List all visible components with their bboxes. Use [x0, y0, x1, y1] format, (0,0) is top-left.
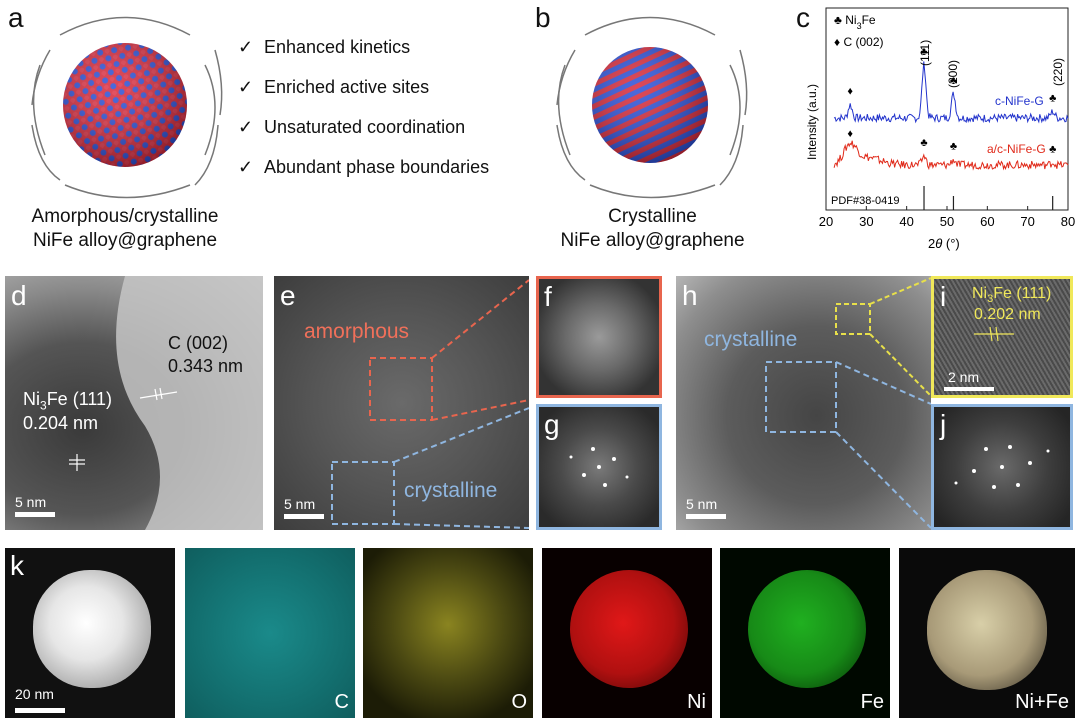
tem-image-d: d C (002) 0.343 nm Ni3Fe (111) 0.204 nm … — [5, 276, 263, 530]
x-tick-label: 80 — [1061, 214, 1075, 229]
panel-a-label: a — [8, 2, 24, 33]
peak-marker: ♣ — [950, 75, 957, 87]
peak-label-220: (220) — [1051, 58, 1065, 86]
reference-label: PDF#38-0419 — [831, 195, 900, 207]
feature-item: ✓ Abundant phase boundaries — [238, 157, 490, 177]
crystalline-label: crystalline — [704, 328, 798, 351]
fft-roi — [765, 361, 837, 433]
panel-i-label: i — [940, 281, 947, 312]
panel-a-caption: Amorphous/crystalline NiFe alloy@graphen… — [31, 206, 219, 251]
ni3fe-label: Ni3Fe (111) — [23, 389, 113, 413]
eds-map-ni: Ni — [542, 548, 712, 718]
scale-bar — [15, 512, 55, 517]
amorphous-roi — [369, 357, 433, 421]
element-label-o: O — [511, 691, 527, 713]
series1-label: c-NiFe-G — [995, 94, 1044, 108]
hrtem-image-i: i Ni3Fe (111) 0.202 nm 2 nm — [931, 276, 1073, 398]
haadf-image: k 20 nm — [5, 548, 175, 718]
c-lattice-marker — [139, 387, 178, 401]
panel-f-label: f — [544, 281, 552, 312]
series-line — [833, 61, 1069, 124]
crystalline-roi — [331, 461, 395, 525]
element-label-c: C — [334, 691, 349, 713]
panel-b-caption: Crystalline NiFe alloy@graphene — [560, 206, 745, 251]
ni3fe-label: Ni3Fe (111) — [972, 285, 1052, 306]
ni3fe-lattice-marker — [69, 454, 85, 471]
element-label-fe: Fe — [860, 691, 884, 713]
amorphous-label: amorphous — [304, 320, 410, 343]
scale-label: 5 nm — [15, 494, 47, 510]
scale-label: 5 nm — [284, 496, 316, 512]
scale-bar — [944, 387, 994, 391]
scale-label: 20 nm — [15, 686, 54, 702]
peak-marker: ♣ — [1049, 93, 1056, 105]
peak-marker: ♣ — [950, 141, 957, 153]
crystalline-label: crystalline — [404, 479, 498, 502]
series-line — [833, 140, 1069, 171]
feature-item: ✓ Enhanced kinetics — [238, 37, 411, 57]
c002-label: C (002) — [168, 333, 229, 353]
c002-spacing: 0.343 nm — [168, 356, 244, 376]
element-label-ni: Ni — [687, 691, 706, 713]
element-label-ni-fe: Ni+Fe — [1015, 691, 1069, 713]
panel-h-label: h — [682, 280, 698, 311]
y-axis-label: Intensity (a.u.) — [805, 84, 819, 160]
x-tick-label: 20 — [819, 214, 833, 229]
eds-map-ni-fe: Ni+Fe — [899, 548, 1075, 718]
feature-item: ✓ Enriched active sites — [238, 77, 430, 97]
peak-marker: ♦ — [847, 128, 853, 140]
eds-map-fe: Fe — [720, 548, 890, 718]
legend-c002: ♦ C (002) — [834, 35, 883, 49]
eds-map-o: O — [363, 548, 533, 718]
series2-label: a/c-NiFe-G — [987, 142, 1046, 156]
x-tick-label: 40 — [899, 214, 913, 229]
peak-marker: ♣ — [920, 46, 927, 58]
tem-image-h: h crystalline 5 nm — [676, 276, 931, 530]
panel-k-label: k — [10, 550, 24, 581]
spacing-label: 0.202 nm — [974, 306, 1041, 323]
tem-image-e: e amorphous crystalline 5 nm — [274, 276, 529, 530]
fft-image-j: j — [931, 404, 1073, 530]
x-tick-label: 50 — [940, 214, 954, 229]
peak-label-111: (111) — [918, 40, 932, 66]
panel-c-label: c — [796, 2, 810, 33]
scale-bar — [15, 708, 65, 713]
scale-bar — [284, 514, 324, 519]
scale-label: 5 nm — [686, 496, 718, 512]
panel-b-label: b — [535, 2, 551, 33]
peak-marker: ♣ — [1049, 144, 1056, 156]
legend-ni3fe: ♣ Ni3Fe — [834, 13, 876, 31]
x-tick-label: 70 — [1020, 214, 1034, 229]
panel-b-schematic — [556, 16, 748, 199]
fft-image-g: g — [536, 404, 662, 530]
eds-map-c: C — [185, 548, 355, 718]
peak-marker: ♦ — [847, 86, 853, 98]
panel-g-label: g — [544, 409, 560, 440]
scale-bar — [686, 514, 726, 519]
x-axis-label: 2θ (°) — [928, 236, 960, 251]
ni3fe-spacing: 0.204 nm — [23, 413, 99, 433]
panel-e-label: e — [280, 280, 296, 311]
xrd-chart: 20 30 40 50 60 70 80 ♦ ♣ ♣ ♣ ♦ ♣ ♣ ♣ ♣ Ni3Fe ♦ C (002… — [805, 7, 1075, 251]
peak-marker: ♣ — [920, 137, 927, 149]
scale-label: 2 nm — [948, 369, 980, 385]
panel-d-label: d — [11, 280, 27, 311]
lattice-roi — [835, 303, 871, 335]
fft-image-f: f — [536, 276, 662, 398]
feature-list: ✓ Enhanced kinetics ✓ Enriched active site… — [238, 36, 489, 178]
x-tick-label: 60 — [980, 214, 994, 229]
panel-j-label: j — [940, 409, 947, 440]
panel-a-schematic — [31, 16, 223, 199]
graphene-shells — [31, 16, 223, 199]
x-tick-label: 30 — [859, 214, 873, 229]
peak-label-200: (200) — [946, 60, 960, 88]
feature-item: ✓ Unsaturated coordination — [238, 117, 466, 137]
lattice-marker — [974, 326, 1014, 342]
